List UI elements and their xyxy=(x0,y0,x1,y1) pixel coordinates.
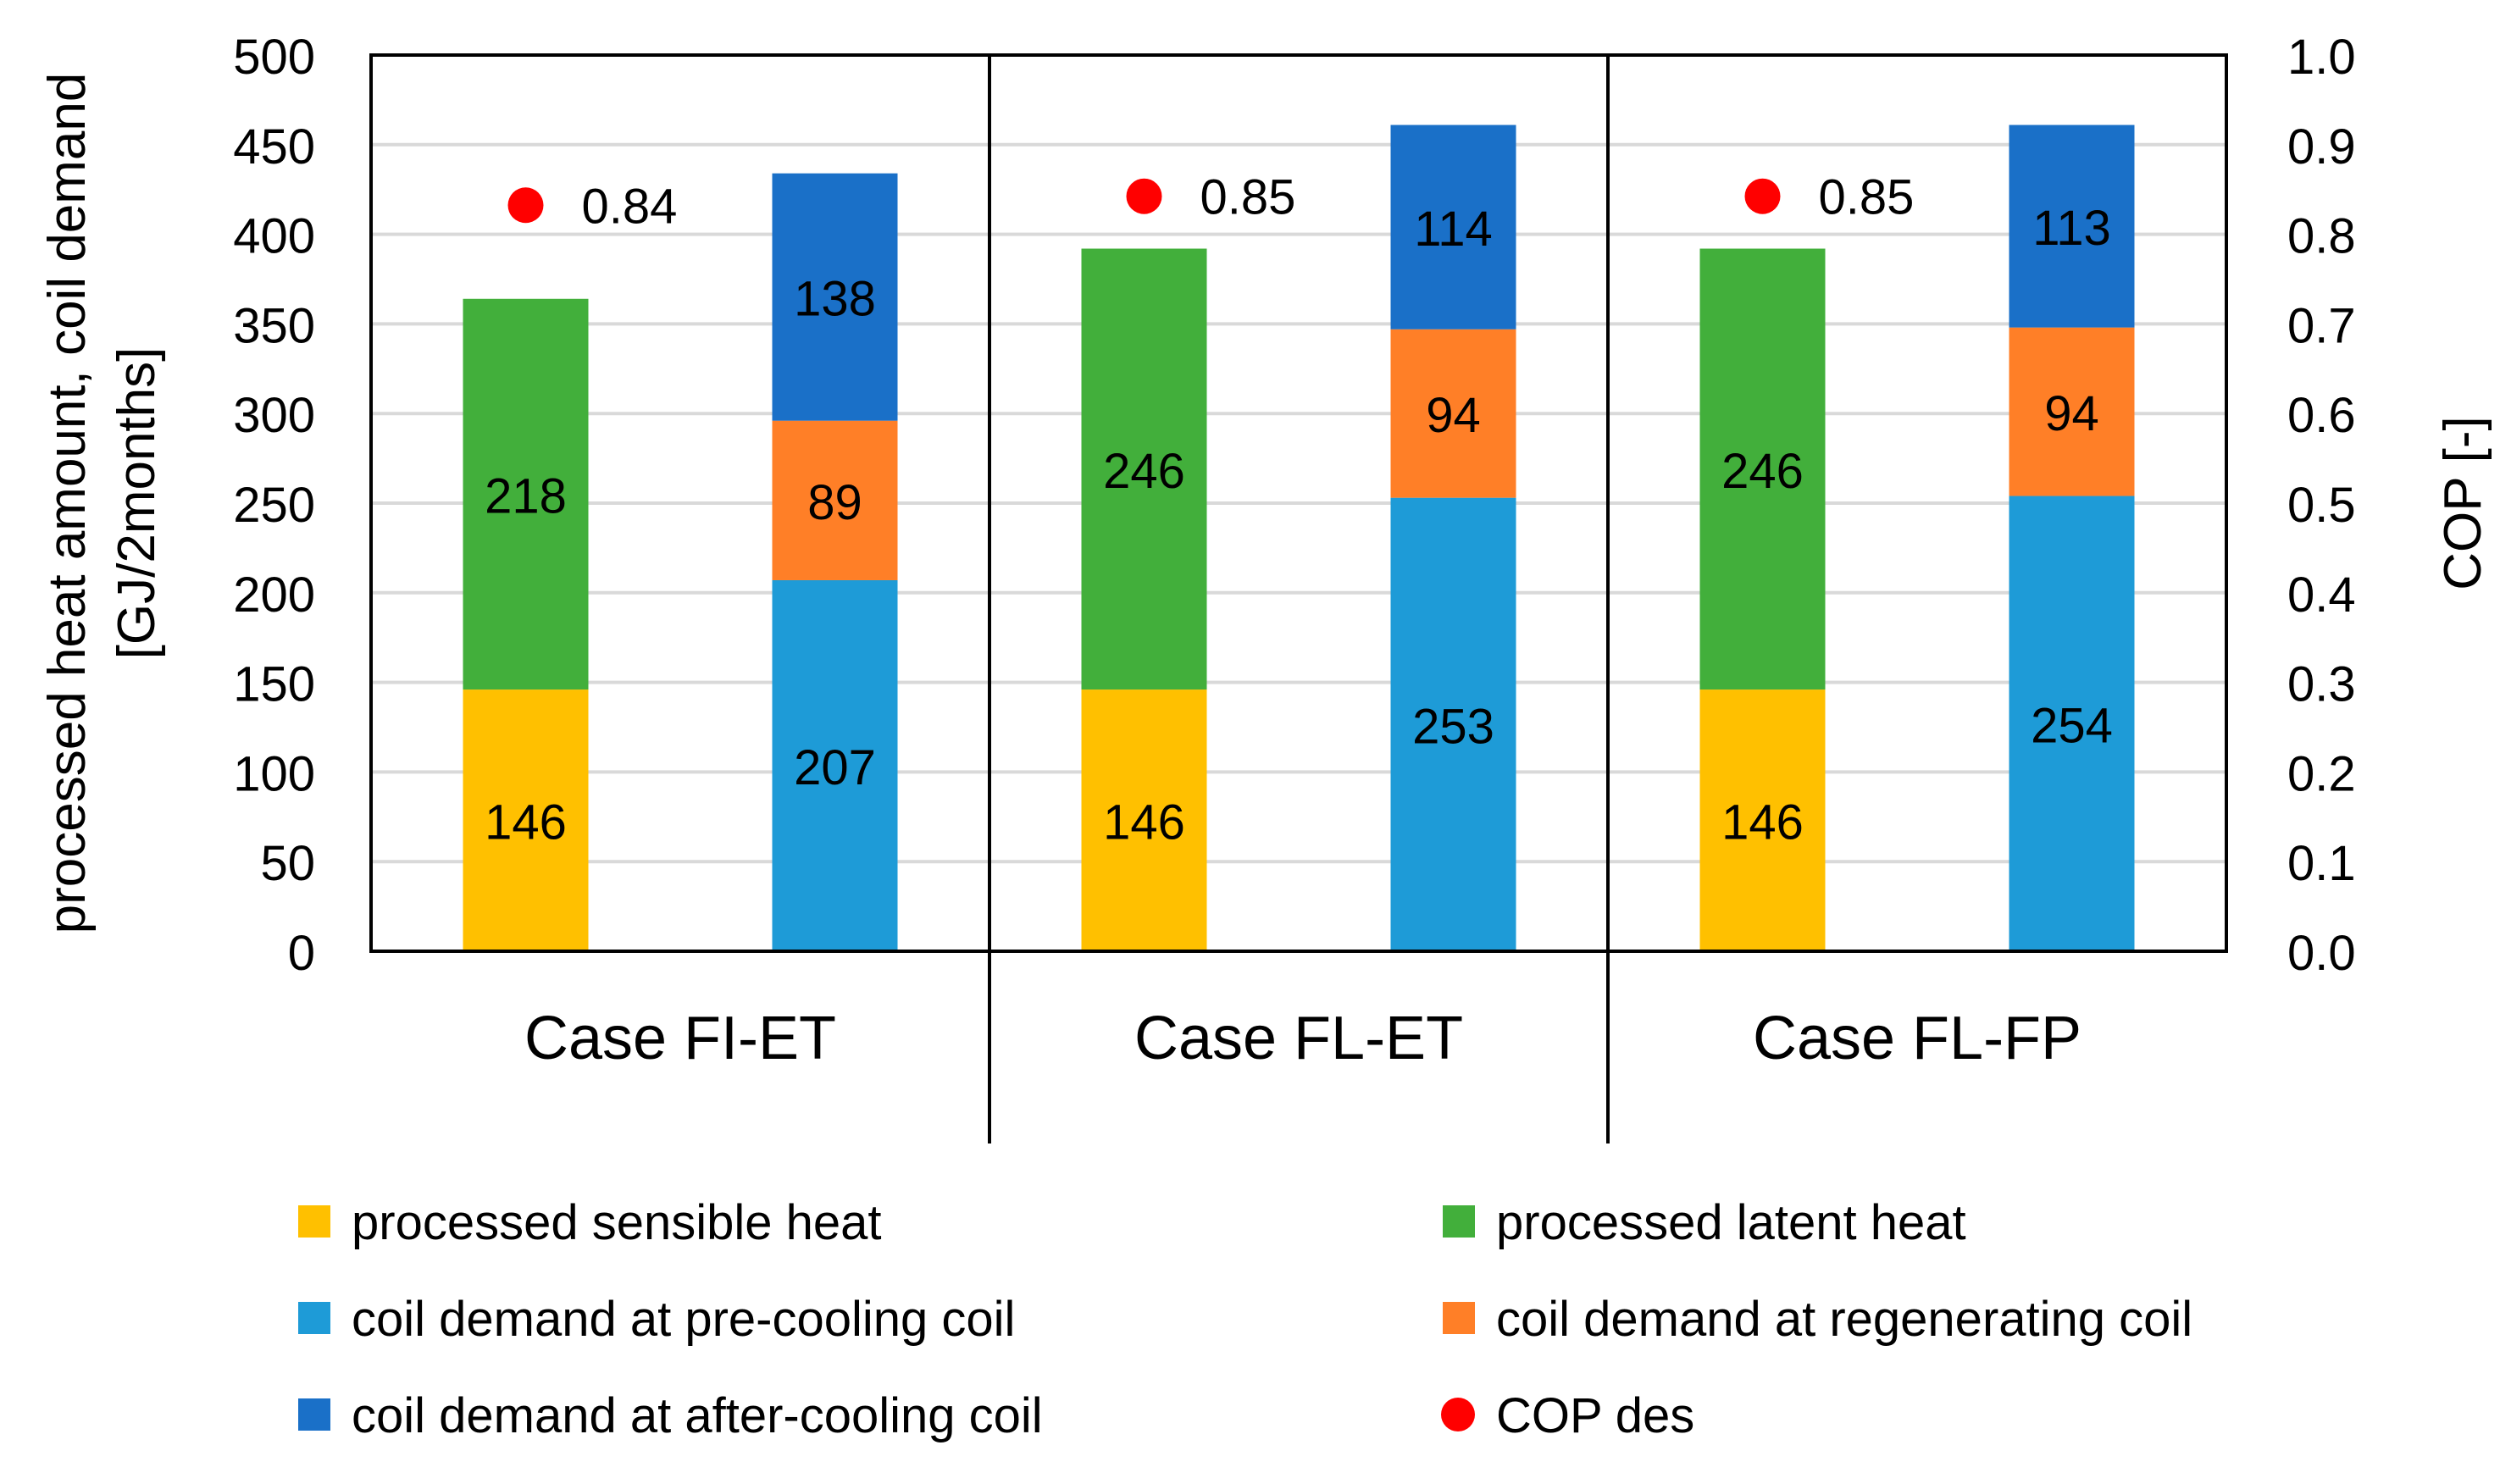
cop-des-label: 0.84 xyxy=(582,179,678,234)
regenerating-coil-value-label: 94 xyxy=(1426,388,1481,443)
x-category-label: Case FL-ET xyxy=(1134,1005,1463,1072)
after-cooling-coil-value-label: 138 xyxy=(794,272,876,327)
after-cooling-coil-value-label: 114 xyxy=(1414,202,1492,257)
after-cooling-coil-bar xyxy=(2009,125,2135,328)
legend-cop-label: COP des xyxy=(1496,1388,1694,1443)
y-tick-label: 100 xyxy=(233,746,315,801)
x-category-label: Case FI-ET xyxy=(524,1005,836,1072)
legend-latent-label: processed latent heat xyxy=(1496,1195,1966,1250)
axes: 0 50 100 150 200 250 300 350 400 450 500 0.0 0.1 0.2 0… xyxy=(233,30,2355,1072)
y2-tick-label: 1.0 xyxy=(2287,30,2356,85)
latent-heat-value-label: 246 xyxy=(1103,444,1185,499)
legend-regenerating-label: coil demand at regenerating coil xyxy=(1496,1292,2192,1347)
legend-pre-cooling-label: coil demand at pre-cooling coil xyxy=(352,1292,1015,1347)
y2-tick-label: 0.9 xyxy=(2287,119,2356,174)
legend-latent-swatch xyxy=(1443,1205,1475,1238)
legend-regenerating-swatch xyxy=(1443,1302,1475,1334)
cop-des-label: 0.85 xyxy=(1200,170,1296,225)
regenerating-coil-bar xyxy=(1390,329,1516,498)
pre-cooling-coil-value-label: 254 xyxy=(2031,698,2113,753)
pre-cooling-coil-value-label: 253 xyxy=(1412,699,1494,754)
y-tick-label: 250 xyxy=(233,478,315,533)
y-tick-label: 300 xyxy=(233,388,315,443)
regenerating-coil-bar xyxy=(2009,327,2135,496)
y-tick-label: 400 xyxy=(233,209,315,264)
bar-series xyxy=(463,125,2135,951)
legend-sensible-label: processed sensible heat xyxy=(352,1195,882,1250)
latent-heat-bar xyxy=(463,298,589,690)
y2-tick-label: 0.8 xyxy=(2287,209,2356,264)
y2-tick-label: 0.1 xyxy=(2287,836,2356,891)
latent-heat-value-label: 218 xyxy=(485,468,567,523)
regenerating-coil-value-label: 94 xyxy=(2044,386,2099,441)
y2-axis-label: COP [-] xyxy=(2434,416,2492,590)
legend-pre-cooling-swatch xyxy=(298,1302,330,1334)
y-tick-label: 150 xyxy=(233,657,315,712)
cop-des-point xyxy=(1126,178,1162,214)
legend: processed sensible heat processed latent … xyxy=(298,1195,2192,1443)
plot-frame xyxy=(369,53,2228,953)
sensible-heat-bar xyxy=(1699,689,1826,951)
regenerating-coil-bar xyxy=(772,420,898,580)
y2-tick-label: 0.3 xyxy=(2287,657,2356,712)
cop-des-point xyxy=(507,187,544,224)
cop-des-label: 0.85 xyxy=(1819,170,1915,225)
pre-cooling-coil-bar xyxy=(2009,496,2135,951)
legend-after-cooling-label: coil demand at after-cooling coil xyxy=(352,1388,1043,1443)
pre-cooling-coil-bar xyxy=(1390,497,1516,951)
latent-heat-bar xyxy=(1699,248,1826,690)
sensible-heat-value-label: 146 xyxy=(1103,795,1185,850)
cop-des-point xyxy=(1744,178,1781,214)
sensible-heat-value-label: 146 xyxy=(485,795,567,850)
sensible-heat-bar xyxy=(463,689,589,951)
y2-tick-label: 0.4 xyxy=(2287,568,2356,623)
after-cooling-coil-bar xyxy=(772,173,898,421)
y-tick-label: 200 xyxy=(233,568,315,623)
after-cooling-coil-bar xyxy=(1390,125,1516,329)
sensible-heat-value-label: 146 xyxy=(1721,795,1804,850)
legend-sensible-swatch xyxy=(298,1205,330,1238)
legend-after-cooling-swatch xyxy=(298,1398,330,1431)
y-tick-label: 450 xyxy=(233,119,315,174)
latent-heat-bar xyxy=(1081,248,1207,690)
y-tick-label: 0 xyxy=(288,926,315,981)
y2-tick-label: 0.7 xyxy=(2287,298,2356,353)
group-separators xyxy=(988,55,1610,1143)
regenerating-coil-value-label: 89 xyxy=(807,475,862,530)
grid-lines xyxy=(371,142,2226,864)
y2-tick-label: 0.0 xyxy=(2287,926,2356,981)
x-category-label: Case FL-FP xyxy=(1753,1005,2081,1072)
pre-cooling-coil-bar xyxy=(772,579,898,951)
y-tick-label: 50 xyxy=(260,836,315,891)
y2-tick-label: 0.6 xyxy=(2287,388,2356,443)
y2-tick-label: 0.2 xyxy=(2287,746,2356,801)
data-labels: 146 218 207 89 138 0.84 146 246 253 94 114 0.85 146 2… xyxy=(485,170,2113,850)
pre-cooling-coil-value-label: 207 xyxy=(794,740,876,795)
y-tick-label: 500 xyxy=(233,30,315,85)
y2-tick-label: 0.5 xyxy=(2287,478,2356,533)
after-cooling-coil-value-label: 113 xyxy=(2032,201,2110,256)
latent-heat-value-label: 246 xyxy=(1721,444,1804,499)
y-tick-label: 350 xyxy=(233,298,315,353)
legend-cop-marker xyxy=(1441,1398,1475,1431)
y-axis-label-line2: [GJ/2months] xyxy=(108,347,166,660)
sensible-heat-bar xyxy=(1081,689,1207,951)
y-axis-label-line1: processed heat amount, coil demand xyxy=(38,73,97,934)
